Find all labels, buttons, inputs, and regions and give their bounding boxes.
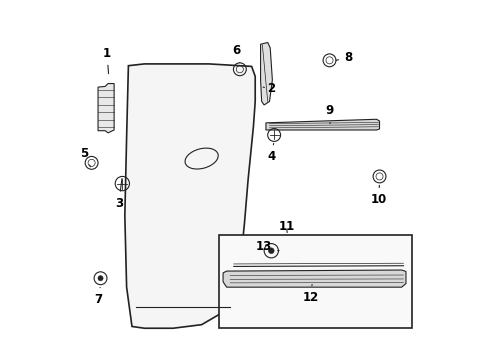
Text: 2: 2 xyxy=(263,82,275,95)
PathPatch shape xyxy=(98,84,114,133)
Circle shape xyxy=(268,248,274,253)
PathPatch shape xyxy=(223,270,405,287)
Circle shape xyxy=(98,276,103,281)
Text: 8: 8 xyxy=(335,51,351,64)
Text: 4: 4 xyxy=(266,143,275,163)
Text: 5: 5 xyxy=(80,147,90,167)
Text: 7: 7 xyxy=(94,287,102,306)
Text: 9: 9 xyxy=(325,104,333,123)
Ellipse shape xyxy=(184,148,218,169)
Text: 3: 3 xyxy=(115,179,122,210)
Text: 6: 6 xyxy=(232,44,240,63)
PathPatch shape xyxy=(265,119,379,130)
PathPatch shape xyxy=(124,64,255,328)
Text: 13: 13 xyxy=(256,240,279,253)
Text: 11: 11 xyxy=(278,220,294,233)
Text: 1: 1 xyxy=(102,47,111,74)
Text: 12: 12 xyxy=(302,284,318,305)
Text: 10: 10 xyxy=(369,185,386,206)
Bar xyxy=(219,235,411,328)
PathPatch shape xyxy=(260,42,272,105)
